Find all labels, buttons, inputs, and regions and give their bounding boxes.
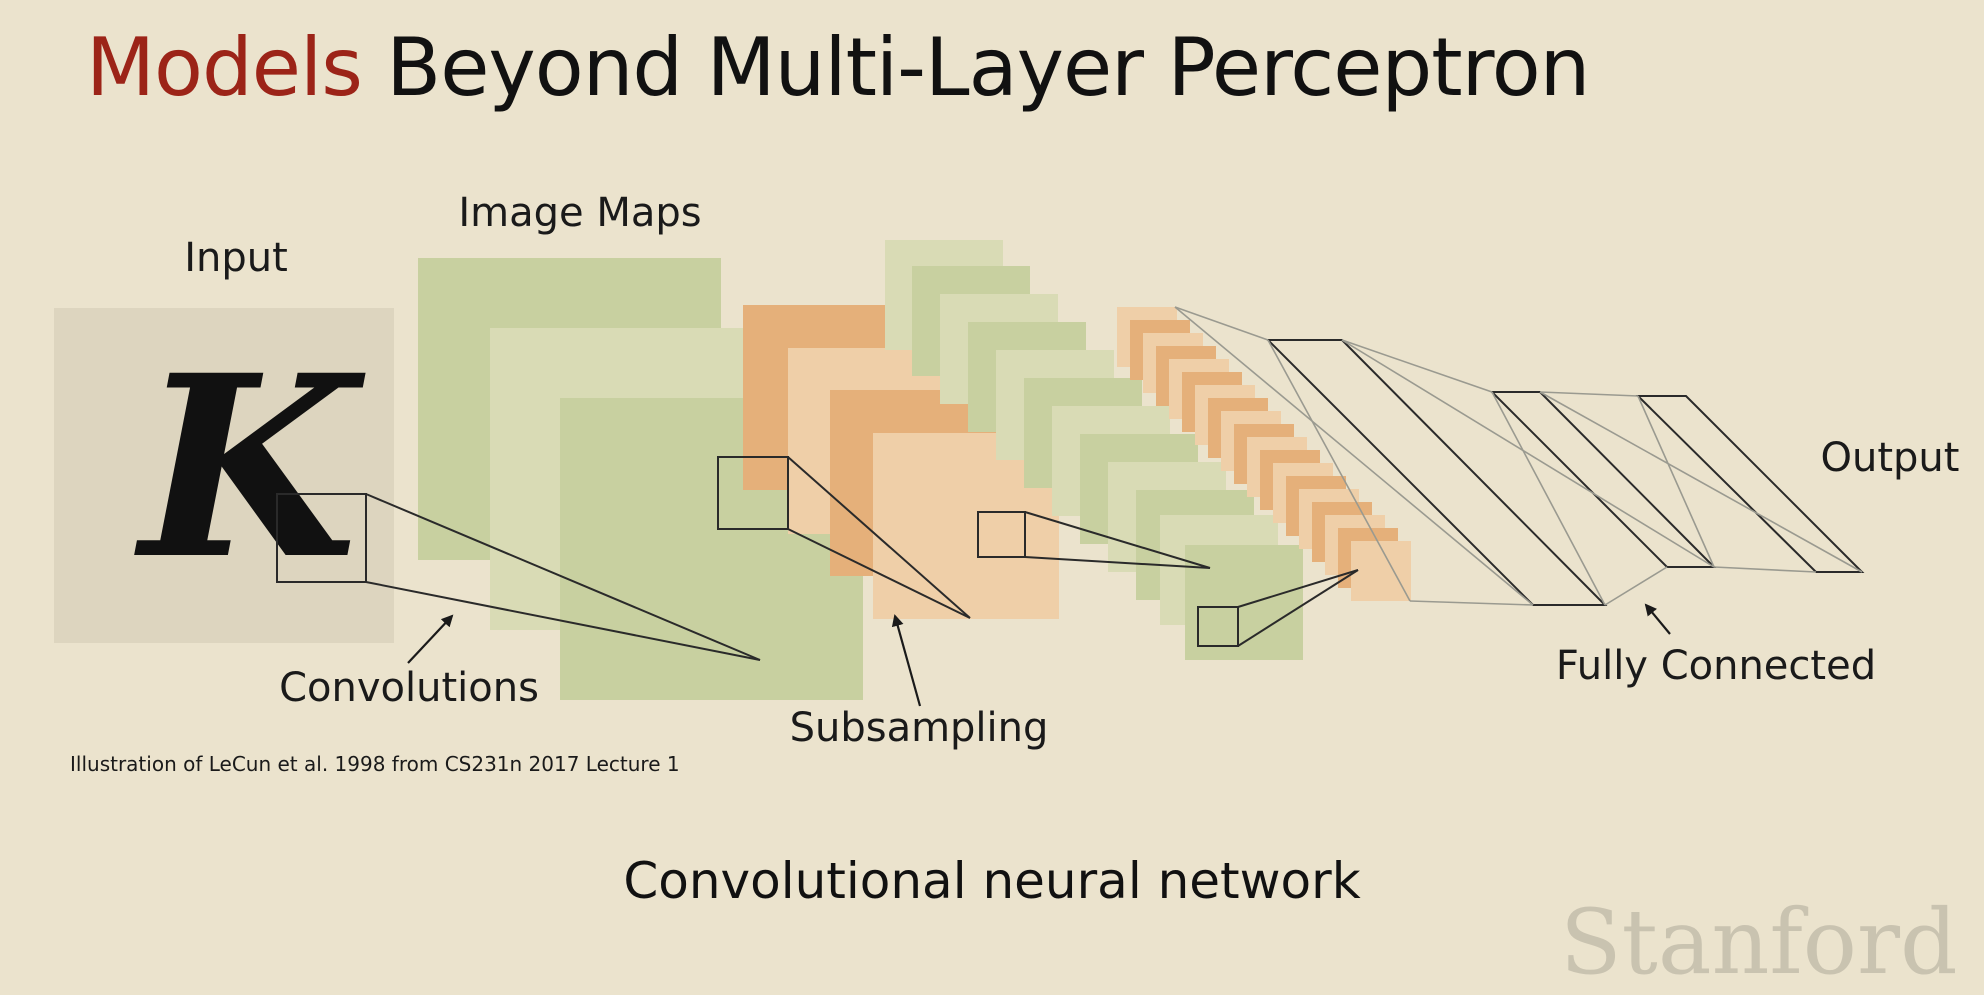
title-rest: Beyond Multi-Layer Perceptron <box>361 21 1590 114</box>
fully-connected-arrow <box>1644 603 1671 635</box>
subsampling-arrow <box>891 614 922 707</box>
illustration-credit: Illustration of LeCun et al. 1998 from C… <box>70 752 680 776</box>
stanford-watermark: Stanford <box>1560 890 1958 995</box>
convolutions-arrow <box>407 614 454 664</box>
subsample2-stack <box>1117 307 1411 601</box>
label-fully-connected: Fully Connected <box>1556 643 1876 689</box>
receptive-fields <box>276 456 1359 661</box>
label-convolutions: Convolutions <box>279 665 539 711</box>
cnn-diagram: K <box>54 190 1960 751</box>
input-panel <box>54 308 394 643</box>
title-accent: Models <box>86 21 363 114</box>
label-input: Input <box>184 235 288 281</box>
fully-connected-links <box>1174 306 1863 606</box>
slide-caption: Convolutional neural network <box>623 852 1361 910</box>
label-output: Output <box>1821 435 1960 481</box>
input-glyph: K <box>134 320 366 614</box>
conv2-stack <box>885 240 1303 660</box>
label-subsampling: Subsampling <box>790 705 1049 751</box>
label-image-maps: Image Maps <box>458 190 701 236</box>
label-arrows <box>407 603 1671 707</box>
slide-title: Models Beyond Multi-Layer Perceptron <box>86 18 1590 118</box>
